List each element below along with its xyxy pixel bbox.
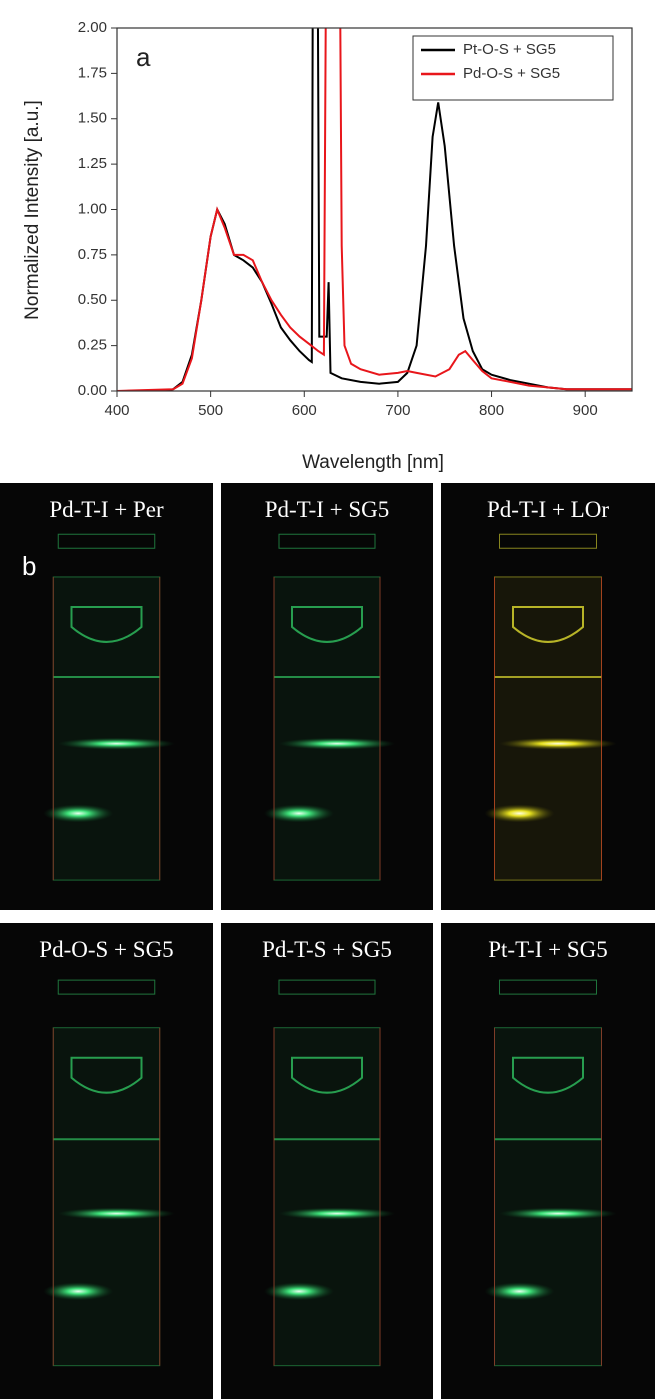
y-tick-label: 2.00 bbox=[78, 19, 107, 36]
beam-glow bbox=[264, 804, 334, 823]
legend-label: Pt-O-S + SG5 bbox=[463, 41, 556, 58]
cuvette bbox=[494, 576, 602, 881]
plot-frame bbox=[116, 27, 633, 392]
cuvette-cap bbox=[499, 533, 597, 549]
beam-glow bbox=[43, 804, 114, 823]
photo-caption: Pd-O-S + SG5 bbox=[39, 937, 173, 962]
beam-glow bbox=[57, 737, 176, 750]
cuvette-cap bbox=[278, 533, 376, 549]
x-tick-label: 600 bbox=[292, 402, 317, 419]
y-tick-label: 1.50 bbox=[78, 110, 107, 127]
y-tick-label: 0.00 bbox=[78, 382, 107, 399]
beam-glow bbox=[264, 1282, 334, 1301]
cuvette-cap bbox=[57, 979, 156, 995]
x-tick-label: 700 bbox=[385, 402, 410, 419]
beam-glow bbox=[484, 1282, 555, 1301]
photo-panel: Pd-T-I + LOr bbox=[441, 483, 655, 910]
photo-caption: Pd-T-I + SG5 bbox=[265, 497, 390, 522]
y-tick-label: 0.75 bbox=[78, 246, 107, 263]
beam-glow bbox=[484, 804, 555, 823]
cuvette-cap bbox=[57, 533, 156, 549]
y-axis-label: Normalized Intensity [a.u.] bbox=[22, 100, 43, 320]
cuvette bbox=[494, 1027, 602, 1367]
photo-panel: Pd-T-I + Per bbox=[0, 483, 213, 910]
photo-panel: Pd-O-S + SG5 bbox=[0, 923, 213, 1399]
panel-label: b bbox=[22, 551, 36, 581]
photo-panel: Pd-T-I + SG5 bbox=[221, 483, 433, 910]
cuvette bbox=[273, 1027, 381, 1367]
x-tick-label: 900 bbox=[573, 402, 598, 419]
x-tick-label: 800 bbox=[479, 402, 504, 419]
beam-glow bbox=[43, 1282, 114, 1301]
cuvette bbox=[273, 576, 381, 881]
cuvette-cap bbox=[278, 979, 376, 995]
photo-caption: Pd-T-I + Per bbox=[49, 497, 164, 522]
photo bbox=[0, 483, 213, 910]
cuvette-window bbox=[512, 605, 584, 643]
y-tick-label: 1.75 bbox=[78, 64, 107, 81]
photo bbox=[221, 483, 433, 910]
cuvette-window bbox=[512, 1056, 584, 1094]
photo bbox=[221, 923, 433, 1399]
cuvette-window bbox=[291, 1056, 363, 1094]
cuvette-cap bbox=[499, 979, 597, 995]
legend-label: Pd-O-S + SG5 bbox=[463, 65, 560, 82]
y-tick-label: 0.25 bbox=[78, 337, 107, 354]
beam-glow bbox=[57, 1207, 176, 1220]
photo bbox=[441, 483, 655, 910]
photo-caption: Pt-T-I + SG5 bbox=[488, 937, 607, 962]
photo-panel: Pt-T-I + SG5 bbox=[441, 923, 655, 1399]
y-tick-label: 1.25 bbox=[78, 155, 107, 172]
line-series bbox=[117, 28, 632, 391]
photo-caption: Pd-T-S + SG5 bbox=[262, 937, 392, 962]
x-axis-label: Wavelength [nm] bbox=[302, 452, 444, 473]
panel-label: a bbox=[136, 42, 151, 72]
cuvette-window bbox=[70, 1056, 143, 1094]
photo bbox=[0, 923, 213, 1399]
y-tick-label: 1.00 bbox=[78, 200, 107, 217]
legend-box bbox=[412, 35, 614, 101]
photo-panel: Pd-T-S + SG5 bbox=[221, 923, 433, 1399]
cuvette bbox=[52, 1027, 161, 1367]
cuvette bbox=[52, 576, 161, 881]
photo-caption: Pd-T-I + LOr bbox=[487, 497, 609, 522]
beam-glow bbox=[278, 1207, 396, 1220]
cuvette-window bbox=[70, 605, 143, 643]
x-tick-label: 400 bbox=[104, 402, 129, 419]
y-tick-label: 0.50 bbox=[78, 291, 107, 308]
photo bbox=[441, 923, 655, 1399]
x-tick-label: 500 bbox=[198, 402, 223, 419]
beam-glow bbox=[499, 737, 617, 750]
beam-glow bbox=[278, 737, 396, 750]
cuvette-window bbox=[291, 605, 363, 643]
beam-glow bbox=[499, 1207, 617, 1220]
